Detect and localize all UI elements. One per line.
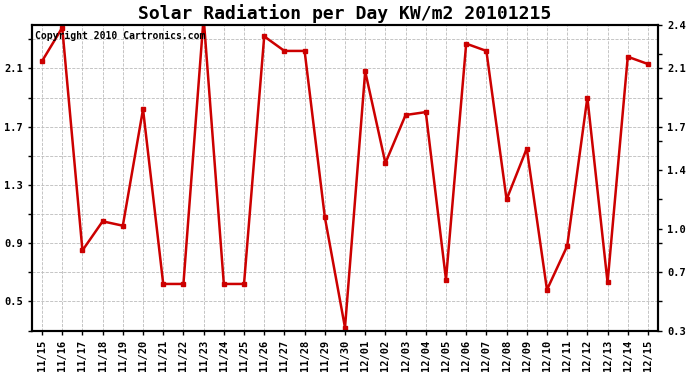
Title: Solar Radiation per Day KW/m2 20101215: Solar Radiation per Day KW/m2 20101215 <box>139 4 551 23</box>
Text: Copyright 2010 Cartronics.com: Copyright 2010 Cartronics.com <box>35 31 206 41</box>
